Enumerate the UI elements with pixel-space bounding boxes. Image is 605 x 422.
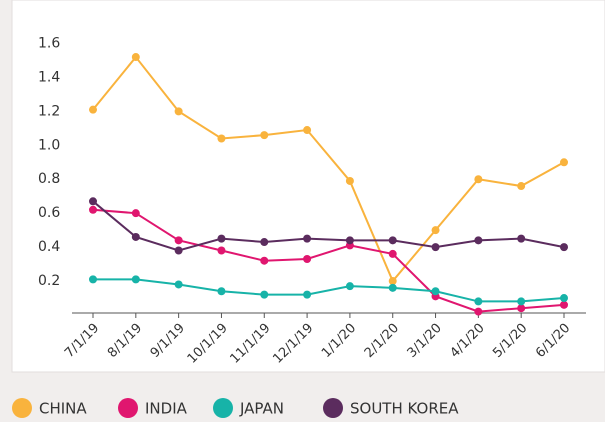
y-tick-label: 0.8	[38, 171, 60, 187]
point	[345, 176, 354, 185]
point	[303, 126, 312, 135]
point	[517, 304, 526, 313]
series-line	[92, 208, 565, 313]
point	[431, 226, 440, 235]
point	[560, 158, 568, 167]
point	[303, 290, 312, 299]
point	[303, 255, 312, 263]
y-tick-label: 1.2	[38, 103, 60, 119]
point	[174, 107, 183, 116]
point	[345, 282, 354, 291]
point	[174, 280, 183, 289]
y-tick-label: 0.4	[38, 239, 60, 255]
legend-swatch	[118, 398, 138, 418]
point	[260, 290, 269, 299]
point	[260, 238, 269, 247]
point	[431, 287, 440, 296]
point	[388, 236, 397, 245]
point	[517, 234, 526, 243]
y-tick-label: 1.4	[38, 69, 60, 85]
legend-label: CHINA	[39, 400, 87, 418]
legend-label: JAPAN	[239, 400, 284, 418]
y-tick-label: 1.0	[38, 137, 60, 153]
point	[131, 53, 140, 62]
series-line	[92, 55, 565, 283]
point	[474, 175, 483, 184]
legend-swatch	[323, 398, 343, 418]
legend-label: INDIA	[145, 400, 188, 418]
point	[89, 197, 97, 206]
point	[474, 307, 483, 316]
point	[89, 205, 97, 214]
point	[431, 243, 440, 252]
point	[260, 256, 269, 265]
legend-swatch	[213, 398, 233, 418]
point	[560, 243, 568, 252]
point	[474, 236, 483, 245]
point	[217, 234, 226, 243]
point	[345, 236, 354, 245]
point	[131, 209, 140, 218]
point	[174, 246, 183, 255]
y-tick-label: 1.6	[38, 35, 60, 51]
point	[217, 287, 226, 296]
point	[517, 182, 526, 191]
point	[388, 277, 397, 286]
point	[131, 275, 140, 284]
point	[260, 131, 269, 140]
point	[303, 234, 312, 243]
point	[388, 283, 397, 292]
point	[517, 297, 526, 306]
series-line	[92, 200, 565, 252]
point	[217, 246, 226, 255]
point	[474, 297, 483, 306]
legend-label: SOUTH KOREA	[350, 400, 459, 418]
series-line	[93, 278, 565, 303]
y-tick-label: 0.6	[38, 205, 60, 221]
point	[89, 105, 97, 114]
legend-swatch	[12, 398, 32, 418]
point	[560, 300, 568, 309]
point	[89, 275, 97, 284]
point	[174, 236, 183, 245]
point	[560, 294, 568, 303]
point	[131, 232, 140, 241]
point	[217, 134, 226, 143]
y-tick-label: 0.2	[38, 273, 60, 289]
point	[388, 249, 397, 258]
